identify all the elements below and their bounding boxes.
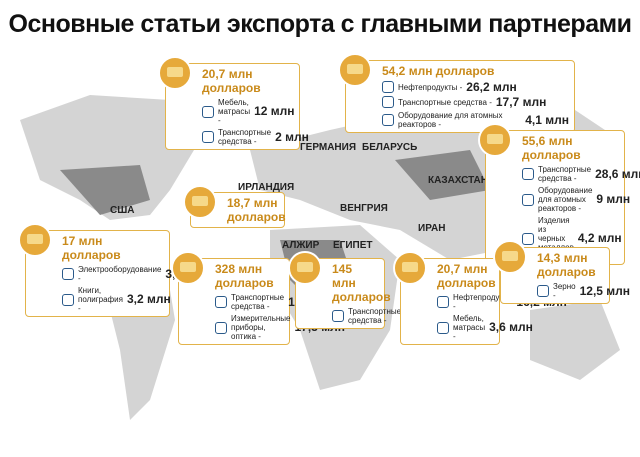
item-value: 4,1 млн: [525, 112, 569, 127]
item-label: Транспортные средства -: [231, 293, 285, 311]
card-item: Нефтепродукты -26,2 млн: [382, 81, 569, 93]
card-item: Транспортные средства -2 млн: [202, 128, 309, 146]
item-icon: [382, 114, 394, 126]
item-label: Транспортные средства -: [348, 307, 402, 325]
export-card: 145 млн долларов Транспортные средства -2…: [288, 251, 456, 329]
country-label: БЕЛАРУСЬ: [362, 142, 418, 153]
card-total: 328 млн долларов: [215, 262, 274, 290]
item-value: 2 млн: [275, 129, 309, 144]
export-card: 20,7 млн долларов Мебель, матрасы -12 млн…: [158, 56, 309, 150]
coin-icon: [478, 123, 512, 157]
item-value: 9 млн: [596, 192, 631, 206]
card-total: 14,3 млн долларов: [537, 251, 596, 279]
item-label: Зерно -: [553, 282, 576, 300]
card-item: Книги, полиграфия -3,2 млн: [62, 286, 171, 313]
item-value: 4,2 млн: [577, 231, 622, 245]
card-total: 55,6 млн долларов: [522, 134, 581, 162]
card-total: 20,7 млн долларов: [202, 67, 261, 95]
item-label: Измерительные приборы, оптика -: [231, 314, 291, 341]
card-item: Измерительные приборы, оптика -17,3 млн: [215, 314, 345, 341]
item-icon: [62, 268, 74, 280]
country-label: ЕГИПЕТ: [333, 240, 373, 251]
item-icon: [215, 321, 227, 334]
card-item: Мебель, матрасы -3,6 млн: [437, 314, 533, 341]
item-value: 26,2 млн: [466, 79, 517, 94]
export-card: 18,7 млн долларов: [183, 185, 286, 228]
card-item: Транспортные средства -27,7 млн: [332, 307, 456, 325]
item-value: 12,5 млн: [579, 283, 631, 298]
item-icon: [62, 293, 74, 306]
item-label: Оборудование для атомных реакторов -: [398, 111, 503, 129]
item-icon: [382, 81, 394, 93]
item-value: 17,7 млн: [495, 94, 547, 109]
card-total: 20,7 млн долларов: [437, 262, 496, 290]
item-icon: [537, 285, 549, 297]
card-item: Мебель, матрасы -12 млн: [202, 98, 295, 125]
card-item: Транспортные средства -17,7 млн: [382, 96, 569, 108]
export-card: 54,2 млн долларов Нефтепродукты -26,2 млн…: [338, 53, 575, 133]
country-label: ГЕРМАНИЯ: [300, 142, 357, 153]
item-icon: [202, 105, 214, 118]
card-item: Транспортные средства -102,4 млн: [215, 293, 345, 311]
card-item: Транспортные средства -28,6 млн: [522, 165, 640, 183]
item-icon: [215, 296, 227, 308]
card-total: 54,2 млн долларов: [382, 64, 495, 78]
item-value: 12 млн: [254, 104, 295, 118]
card-item: Нефтепродукты -16,2 млн: [437, 293, 567, 311]
item-value: 3,2 млн: [126, 292, 171, 306]
coin-icon: [338, 53, 372, 87]
coin-icon: [171, 251, 205, 285]
card-item: Электрооборудование -3,2 млн: [62, 265, 209, 283]
coin-icon: [493, 240, 527, 274]
card-item: Зерно -12,5 млн: [537, 282, 630, 300]
card-total: 145 млн долларов: [332, 262, 391, 304]
coin-icon: [288, 251, 322, 285]
card-total: 18,7 млн долларов: [227, 196, 286, 224]
card-item: Оборудование для атомных реакторов - 4,1 …: [382, 111, 569, 129]
export-card: 14,3 млн долларов Зерно -12,5 млн: [493, 240, 630, 304]
country-label: ВЕНГРИЯ: [340, 203, 388, 214]
item-label: Книги, полиграфия -: [78, 286, 123, 313]
item-label: Транспортные средства -: [218, 128, 272, 146]
coin-icon: [18, 223, 52, 257]
item-value: 3,6 млн: [489, 320, 533, 334]
country-label: АЛЖИР: [282, 240, 320, 251]
coin-icon: [393, 251, 427, 285]
item-icon: [437, 321, 449, 334]
item-icon: [332, 310, 344, 322]
country-label: ИРАН: [418, 223, 446, 234]
item-label: Транспортные средства -: [538, 165, 592, 183]
item-label: Мебель, матрасы -: [453, 314, 486, 341]
country-label: ИРЛАНДИЯ: [238, 182, 295, 193]
item-label: Мебель, матрасы -: [218, 98, 251, 125]
country-label: КАЗАХСТАН: [428, 175, 488, 186]
item-label: Нефтепродукты -: [453, 293, 513, 311]
item-label: Нефтепродукты -: [398, 82, 463, 92]
coin-icon: [158, 56, 192, 90]
card-item: Оборудование для атомных реакторов -9 мл…: [522, 186, 630, 213]
item-label: Электрооборудование -: [78, 265, 162, 283]
country-label: США: [110, 205, 135, 216]
item-icon: [522, 232, 534, 245]
export-card: 328 млн долларов Транспортные средства -1…: [171, 251, 345, 345]
item-icon: [437, 296, 449, 308]
title: Основные статьи экспорта с главными парт…: [8, 10, 632, 38]
item-icon: [522, 168, 534, 180]
coin-icon: [183, 185, 217, 219]
card-total: 17 млн долларов: [62, 234, 121, 262]
export-card: 20,7 млн долларов Нефтепродукты -16,2 млн…: [393, 251, 567, 345]
item-icon: [522, 193, 534, 206]
item-label: Транспортные средства -: [398, 97, 492, 107]
item-icon: [202, 131, 214, 143]
item-label: Оборудование для атомных реакторов -: [538, 186, 593, 213]
item-value: 28,6 млн: [595, 166, 640, 181]
item-icon: [382, 96, 394, 108]
